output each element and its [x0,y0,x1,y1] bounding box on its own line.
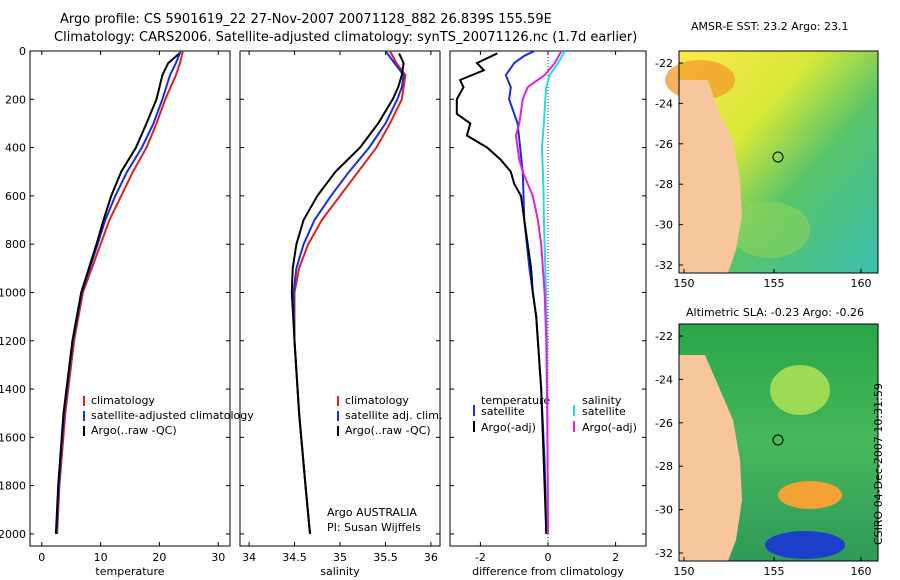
sla-orange-patch [778,481,842,509]
sst-float-marker [772,151,784,163]
sla-map-frame [678,323,879,562]
x-tick-label: 20 [152,551,166,564]
legend-label-satellite: satellite adj. clim. [345,409,442,422]
sla-land [679,355,742,561]
legend-label-climatology: climatology [345,394,409,407]
lat-tick-label: -32 [655,547,673,560]
legend-label-climatology: climatology [91,394,155,407]
y-tick-label: 600 [5,190,26,203]
legend-label-sal-satellite: satellite [582,405,626,418]
legend-label-argo: Argo(..raw -QC) [345,424,431,437]
lat-tick-label: -22 [655,330,673,343]
lon-tick-label: 155 [764,277,785,290]
temperature-legend: climatology satellite-adjusted climatolo… [83,394,254,437]
temperature-axes-frame [29,50,231,547]
x-tick-label: 30 [211,551,225,564]
series-line-climatology [56,50,184,534]
lon-tick-label: 160 [851,565,872,578]
x-tick-label: 34.5 [282,551,307,564]
y-tick-label: 2000 [0,528,26,541]
y-tick-label: 800 [5,238,26,251]
sst-map-frame [678,50,879,274]
lat-tick-label: -28 [655,178,673,191]
figure-title-line1: Argo profile: CS 5901619_22 27-Nov-2007 … [60,12,552,27]
y-tick-label: 1200 [0,335,26,348]
sla-map [678,323,879,562]
lat-tick-label: -32 [655,259,673,272]
series-line-temperature-argo-adj- [455,52,548,534]
x-tick-label: 0 [545,551,552,564]
lat-tick-label: -30 [655,219,673,232]
salinity-xlabel: salinity [320,565,360,578]
lon-tick-label: 150 [674,565,695,578]
sla-map-title: Altimetric SLA: -0.23 Argo: -0.26 [686,306,864,319]
sst-map-title: AMSR-E SST: 23.2 Argo: 23.1 [691,20,849,33]
difference-xlabel: difference from climatology [472,565,624,578]
sla-float-marker [772,434,784,446]
salinity-panel: salinity climatology satellite adj. clim… [239,50,442,578]
lat-tick-label: -24 [655,373,673,386]
salinity-legend: climatology satellite adj. clim. Argo(..… [337,394,442,437]
y-tick-label: 1600 [0,431,26,444]
legend-label-argo: Argo(..raw -QC) [91,424,177,437]
lon-tick-label: 155 [764,565,785,578]
series-line-temperature-satellite [504,50,548,534]
lon-tick-label: 160 [851,277,872,290]
x-tick-label: 35.5 [373,551,398,564]
difference-legend: temperature satellite Argo(-adj) salinit… [473,394,637,434]
y-tick-label: 1000 [0,286,26,299]
sst-mid-patch [730,202,810,258]
legend-label-temp-satellite: satellite [481,405,525,418]
x-tick-label: 2 [612,551,619,564]
series-line-salinity-satellite [540,50,566,534]
temperature-panel: temperature climatology satellite-adjust… [0,45,254,578]
series-line-argo-raw-qc- [54,52,181,534]
y-tick-label: 1800 [0,480,26,493]
x-tick-label: 0 [38,551,45,564]
series-line-satellite-adj-clim- [292,50,405,534]
y-tick-label: 400 [5,142,26,155]
lat-tick-label: -22 [655,57,673,70]
legend-heading-temperature: temperature [481,394,550,407]
x-tick-label: 34 [242,551,256,564]
temperature-xlabel: temperature [95,565,164,578]
lon-tick-label: 150 [674,277,695,290]
legend-heading-salinity: salinity [582,394,622,407]
series-line-climatology [293,50,407,534]
timestamp-side-label: CSIRO 04-Dec-2007 10:31:59 [872,383,885,545]
salinity-axes-frame [239,50,441,547]
y-tick-label: 200 [5,93,26,106]
lat-tick-label: -26 [655,138,673,151]
annotation-pi: PI: Susan Wijffels [327,521,421,534]
sst-map [665,50,879,274]
x-tick-label: 35 [333,551,347,564]
legend-label-satellite: satellite-adjusted climatology [91,409,254,422]
legend-label-temp-argo: Argo(-adj) [481,421,536,434]
sla-low-patch [765,531,845,559]
annotation-argo-australia: Argo AUSTRALIA [327,506,417,519]
lat-tick-label: -28 [655,460,673,473]
lat-tick-label: -26 [655,417,673,430]
y-tick-label: 0 [19,45,26,58]
lat-tick-label: -24 [655,97,673,110]
series-line-argo-raw-qc- [290,52,405,534]
figure-title-line2: Climatology: CARS2006. Satellite-adjuste… [54,30,638,45]
difference-panel: difference from climatology temperature … [449,50,647,578]
series-line-satellite-adjusted-climatology [55,50,182,534]
y-tick-label: 1400 [0,383,26,396]
lat-tick-label: -30 [655,504,673,517]
sla-high-patch [770,365,830,415]
legend-label-sal-argo: Argo(-adj) [582,421,637,434]
x-tick-label: -2 [475,551,486,564]
x-tick-label: 36 [424,551,438,564]
series-line-salinity-argo-adj- [514,50,563,534]
sst-land [679,80,742,273]
x-tick-label: 10 [94,551,108,564]
